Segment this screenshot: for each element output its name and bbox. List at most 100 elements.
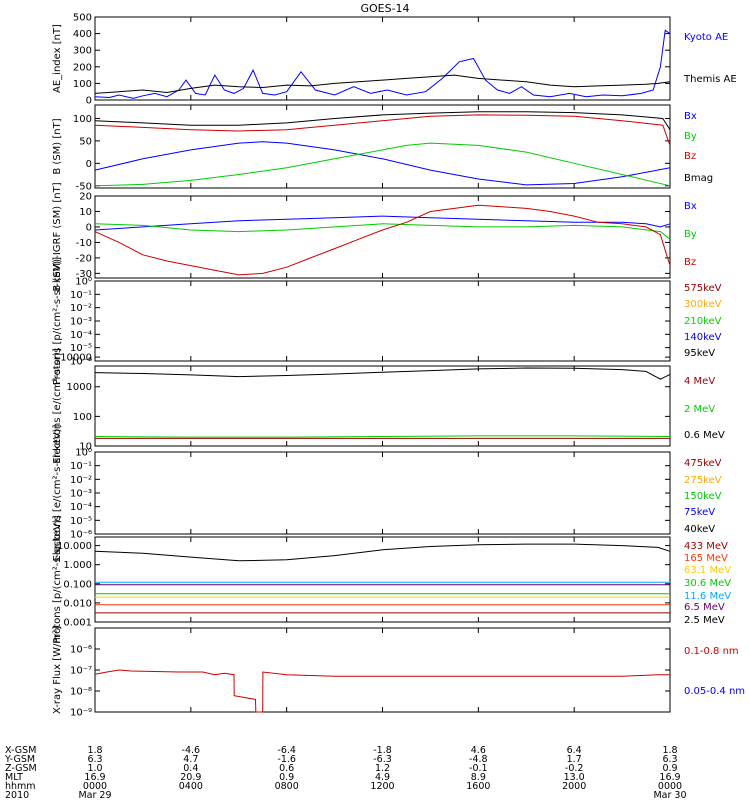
ephemeris-row-label: Z-GSM <box>5 763 37 774</box>
ephemeris-value: 6.3 <box>87 754 102 765</box>
ephemeris-value: 0.4 <box>183 763 198 774</box>
legend-entry: 30.6 MeV <box>684 578 731 589</box>
ephemeris-value: -0.2 <box>565 763 584 774</box>
legend-entry: Kyoto AE <box>684 32 728 43</box>
legend-entry: 575keV <box>684 283 722 294</box>
y-axis-label: AE_index [nT] <box>52 24 63 93</box>
y-tick-label: 10000 <box>60 353 92 364</box>
y-tick-label: 10⁻² <box>70 303 92 314</box>
ephemeris-value: 20.9 <box>180 772 201 783</box>
legend-entry: 475keV <box>684 458 722 469</box>
y-tick-label: 0.010 <box>63 598 92 609</box>
ephemeris-row-label: X-GSM <box>5 745 36 756</box>
y-tick-label: 10⁰ <box>75 277 92 288</box>
legend-entry: 40keV <box>684 524 715 535</box>
legend-entry: 150keV <box>684 491 722 502</box>
series-line <box>94 204 671 276</box>
y-tick-label: 10⁻⁹ <box>70 708 92 719</box>
legend-entry: 4 MeV <box>684 376 715 387</box>
legend-entry: 275keV <box>684 475 722 486</box>
legend-entry: 165 MeV <box>684 553 728 564</box>
y-tick-label: 10⁻⁶ <box>70 645 92 656</box>
panel-frame <box>94 280 671 362</box>
y-tick-label: 10⁻⁴ <box>70 502 92 513</box>
y-tick-label: -20 <box>76 253 92 264</box>
y-tick-label: 10 <box>79 207 92 218</box>
x-axis-table: X-GSM 1.8 -4.6 -6.4 -1.8 4.6 6.4 1.8 Y-GSM 6.3 4.7… <box>4 745 687 800</box>
panel-1: 0 100 200 300 400 500 AE_index [nT] Kyoto AE The… <box>52 13 737 107</box>
ephemeris-value: -1.8 <box>373 745 392 756</box>
y-axis-label: X-ray Flux [W/m²] <box>52 626 63 714</box>
y-tick-label: 10⁻⁴ <box>70 330 92 341</box>
ephemeris-row-label: hhmm <box>5 781 36 792</box>
series-line <box>94 111 671 130</box>
ephemeris-value: 1600 <box>466 781 490 792</box>
y-axis-label: Protons [p/(cm²-s-sr-keV)] <box>52 257 63 385</box>
legend-entry: 2 MeV <box>684 404 715 415</box>
legend-entry: 0.05-0.4 nm <box>684 686 745 697</box>
y-tick-label: 400 <box>73 29 92 40</box>
panel-frame <box>94 195 671 279</box>
legend-entry: 75keV <box>684 507 715 518</box>
legend-entry: 11.6 MeV <box>684 591 731 602</box>
series-line <box>94 543 671 562</box>
legend-entry: Bx <box>684 111 697 122</box>
ephemeris-value: 0000 <box>83 781 107 792</box>
ephemeris-value: 13.0 <box>564 772 585 783</box>
ephemeris-value: 1.2 <box>375 763 390 774</box>
y-tick-label: 10⁻¹ <box>70 461 92 472</box>
ephemeris-value: 0800 <box>275 781 299 792</box>
ephemeris-value: 1200 <box>370 781 394 792</box>
ephemeris-value: 16.9 <box>659 772 680 783</box>
series-line <box>94 223 671 240</box>
panel-6: 10⁻⁶ 10⁻⁵ 10⁻⁴ 10⁻³ 10⁻² 10⁻¹ 10⁰ Electrons [e/… <box>52 424 722 561</box>
y-axis-label: B (SM)-IGRF (SM) [nT] <box>52 182 63 291</box>
y-tick-label: 10⁻⁵ <box>70 516 92 527</box>
ephemeris-value: Mar 29 <box>78 790 111 800</box>
ephemeris-row-label: MLT <box>5 772 23 783</box>
legend-entry: By <box>684 131 697 142</box>
legend-entry: 0.6 MeV <box>684 430 725 441</box>
ephemeris-value: 0.9 <box>279 772 294 783</box>
y-tick-label: 10⁻³ <box>70 489 92 500</box>
y-axis-label: B (SM) [nT] <box>52 118 63 174</box>
ephemeris-value: -0.1 <box>469 763 488 774</box>
ephemeris-value: 0.9 <box>662 763 677 774</box>
series-line <box>94 669 670 713</box>
legend-entry: Themis AE <box>683 74 737 85</box>
y-tick-label: 10.000 <box>57 541 92 552</box>
y-tick-label: 10⁻² <box>70 475 92 486</box>
ephemeris-value: 2000 <box>562 781 586 792</box>
y-tick-label: 0 <box>86 96 92 107</box>
y-tick-label: 1000 <box>67 382 92 393</box>
series-line <box>94 114 671 146</box>
panel-frame <box>94 627 671 713</box>
legend-entry: 63.1 MeV <box>684 565 731 576</box>
y-tick-label: 0.001 <box>63 618 92 629</box>
ephemeris-row-label: 2010 <box>5 790 29 800</box>
panel-8: 10⁻⁹ 10⁻⁸ 10⁻⁷ 10⁻⁶ X-ray Flux [W/m²] 0.1-0.8… <box>52 626 745 719</box>
legend-entry: Bz <box>684 151 696 162</box>
ephemeris-value: 0.6 <box>279 763 294 774</box>
y-tick-label: 10⁻⁵ <box>70 343 92 354</box>
ephemeris-value: 1.8 <box>87 745 102 756</box>
y-tick-label: 20 <box>79 192 92 203</box>
ephemeris-value: Mar 30 <box>653 790 686 800</box>
y-tick-label: 10⁻³ <box>70 317 92 328</box>
y-tick-label: 0.100 <box>63 579 92 590</box>
y-tick-label: 200 <box>73 62 92 73</box>
legend-entry: 433 MeV <box>684 541 728 552</box>
ephemeris-value: -6.3 <box>373 754 392 765</box>
y-tick-label: -10 <box>76 238 92 249</box>
series-line <box>94 29 671 99</box>
series-line <box>94 367 671 380</box>
y-tick-label: -50 <box>76 181 92 192</box>
ephemeris-value: 8.9 <box>471 772 486 783</box>
y-axis-label: Electrons [e/(cm²-s-sr-keV)] <box>52 424 63 561</box>
ephemeris-value: 4.7 <box>183 754 198 765</box>
ephemeris-value: 0400 <box>179 781 203 792</box>
y-tick-label: 100 <box>73 79 92 90</box>
